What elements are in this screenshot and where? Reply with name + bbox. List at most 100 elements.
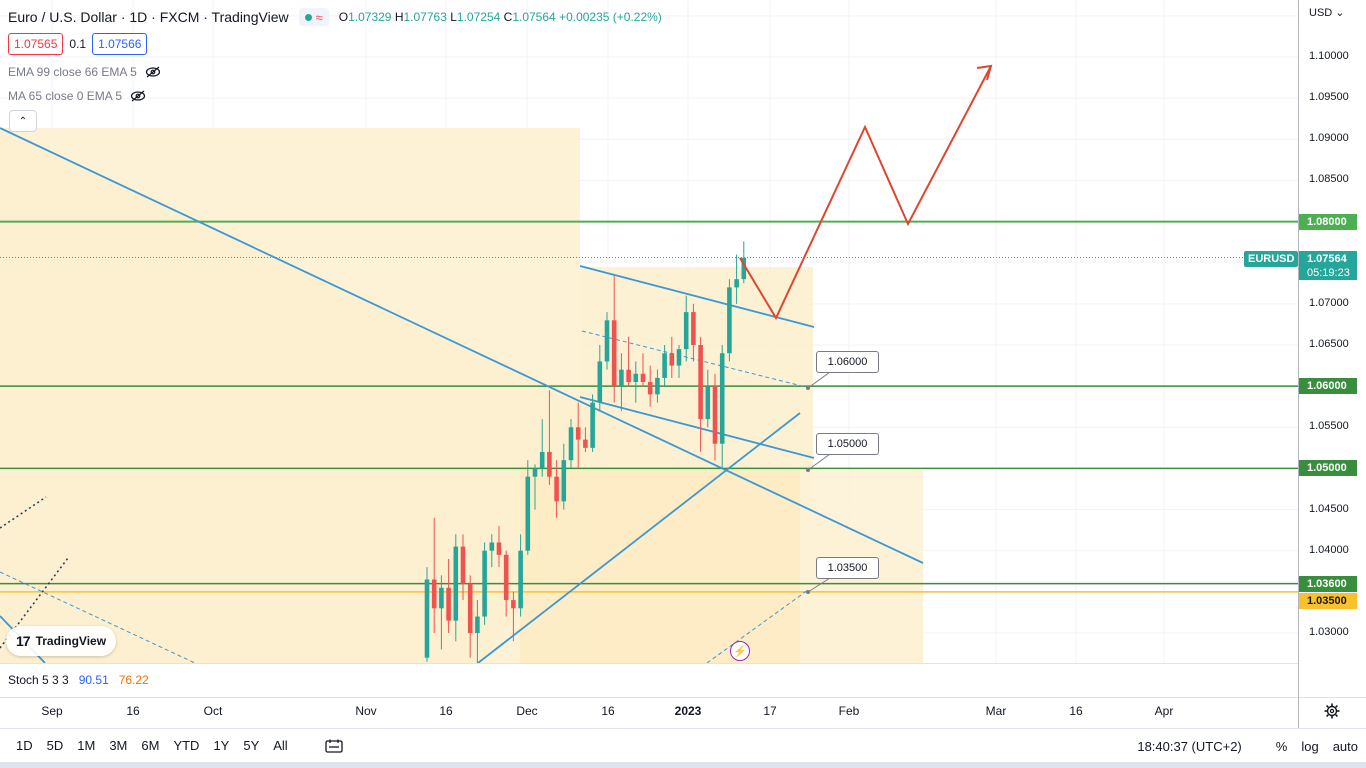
candle-body xyxy=(669,353,675,366)
toolbar-right: 18:40:37 (UTC+2) % log auto xyxy=(1137,729,1358,763)
price-level-tag: 1.08000 xyxy=(1299,213,1357,230)
candle-body xyxy=(611,320,617,387)
candle-body xyxy=(698,345,703,420)
sell-button[interactable]: 1.07565 xyxy=(8,33,64,55)
timeframe-1m[interactable]: 1M xyxy=(77,738,96,753)
candle-body xyxy=(741,257,747,280)
stoch-legend[interactable]: Stoch 5 3 3 90.51 76.22 xyxy=(8,673,149,687)
bid-ask-row: 1.07565 0.1 1.07566 xyxy=(8,33,148,55)
zone-left xyxy=(0,128,580,663)
currency-selector[interactable]: USD ⌄ xyxy=(1309,7,1345,19)
timeframe-5d[interactable]: 5D xyxy=(46,738,64,753)
price-axis-label: 1.05500 xyxy=(1309,420,1349,433)
market-open-icon xyxy=(304,13,312,21)
price-callout-1[interactable]: 1.06000 xyxy=(816,351,879,373)
last-price-tag: 1.07564 xyxy=(1299,251,1357,267)
candle-body xyxy=(532,468,538,477)
bottom-toolbar: 1D 5D 1M 3M 6M YTD 1Y 5Y All 18:40:37 (U… xyxy=(0,728,1366,762)
log-scale-toggle[interactable]: log xyxy=(1301,738,1319,754)
price-axis-label: 1.09000 xyxy=(1309,132,1349,145)
high-value: 1.07763 xyxy=(403,10,447,24)
collapse-legend-button[interactable]: ⌃ xyxy=(9,110,37,132)
time-axis-label: Apr xyxy=(1154,704,1174,718)
candle-body xyxy=(503,554,509,601)
low-key: L xyxy=(450,10,457,24)
timeframe-5y[interactable]: 5Y xyxy=(243,738,260,753)
market-status-pill[interactable]: ≈ xyxy=(298,8,329,26)
price-axis-label: 1.07000 xyxy=(1309,296,1349,309)
tradingview-logo[interactable]: 17 TradingView xyxy=(6,626,117,656)
forecast-arrowhead xyxy=(976,64,993,81)
close-key: C xyxy=(503,10,513,24)
timeframe-ytd[interactable]: YTD xyxy=(173,738,200,753)
price-callout-3[interactable]: 1.03500 xyxy=(816,557,879,579)
callout-anchor xyxy=(806,386,810,390)
stoch-k-value: 90.51 xyxy=(78,673,109,687)
candlestick-series xyxy=(424,241,747,663)
callout-leader xyxy=(807,453,831,471)
dotted-line xyxy=(0,496,47,529)
auto-scale-toggle[interactable]: auto xyxy=(1332,738,1358,754)
candle-body xyxy=(475,616,480,633)
price-callout-2[interactable]: 1.05000 xyxy=(816,433,879,455)
dotted-line xyxy=(0,557,69,649)
candle-body xyxy=(626,369,631,383)
price-level-tag: 1.03500 xyxy=(1299,592,1357,609)
candle-body xyxy=(424,579,430,658)
price-level-tag: 1.05000 xyxy=(1299,460,1357,477)
time-axis-label: Nov xyxy=(355,704,377,718)
chevron-up-icon: ⌃ xyxy=(18,115,28,127)
high-key: H xyxy=(394,10,404,24)
time-axis-label: Feb xyxy=(838,704,860,718)
time-axis-label: 16 xyxy=(126,704,140,718)
date-range-icon[interactable] xyxy=(325,739,343,753)
candle-body xyxy=(489,542,495,551)
symbol-title[interactable]: Euro / U.S. Dollar · 1D · FXCM · Trading… xyxy=(8,9,289,25)
candle-body xyxy=(691,312,696,345)
candle-body xyxy=(482,550,487,617)
timeframe-all[interactable]: All xyxy=(273,738,288,753)
change-value: +0.00235 (+0.22%) xyxy=(559,10,662,24)
buy-button[interactable]: 1.07566 xyxy=(92,33,148,55)
callout-leader xyxy=(807,371,831,389)
candle-body xyxy=(655,377,660,395)
time-axis-label: 2023 xyxy=(674,704,702,718)
time-axis-label: Dec xyxy=(516,704,538,718)
candle-body xyxy=(554,476,559,502)
candle-body xyxy=(734,279,739,288)
long-downtrend-line xyxy=(0,127,924,564)
gear-icon[interactable] xyxy=(1324,703,1340,719)
indicator-label: MA 65 close 0 EMA 5 xyxy=(8,89,123,103)
clock-display[interactable]: 18:40:37 (UTC+2) xyxy=(1137,738,1242,754)
indicator-legend-ma[interactable]: MA 65 close 0 EMA 5 xyxy=(8,89,146,103)
candle-body xyxy=(511,600,516,609)
percent-scale-toggle[interactable]: % xyxy=(1275,738,1288,754)
candle-body xyxy=(460,546,466,584)
eye-off-icon[interactable] xyxy=(145,66,161,78)
timeframe-1y[interactable]: 1Y xyxy=(213,738,230,753)
open-value: 1.07329 xyxy=(348,10,392,24)
candle-body xyxy=(518,550,523,609)
candle-body xyxy=(604,320,610,362)
eye-off-icon[interactable] xyxy=(130,90,146,102)
symbol-tag: EURUSD xyxy=(1244,251,1299,267)
candle-body xyxy=(633,373,639,383)
candle-body xyxy=(712,386,718,444)
bar-countdown: 05:19:23 xyxy=(1299,265,1357,280)
timeframe-1d[interactable]: 1D xyxy=(16,738,33,753)
callout-leader xyxy=(807,577,831,593)
candle-body xyxy=(597,361,603,403)
lightning-icon[interactable]: ⚡ xyxy=(730,641,750,661)
open-key: O xyxy=(338,10,349,24)
forecast-path xyxy=(739,64,993,321)
timeframe-6m[interactable]: 6M xyxy=(141,738,160,753)
indicator-legend-ema[interactable]: EMA 99 close 66 EMA 5 xyxy=(8,65,161,79)
price-axis-label: 1.08500 xyxy=(1309,173,1349,186)
time-axis-label: 16 xyxy=(1069,704,1083,718)
candle-body xyxy=(496,542,502,555)
time-axis-label: Sep xyxy=(41,704,63,718)
timeframe-3m[interactable]: 3M xyxy=(109,738,128,753)
spread-value: 0.1 xyxy=(69,37,87,51)
candle-body xyxy=(539,451,545,469)
